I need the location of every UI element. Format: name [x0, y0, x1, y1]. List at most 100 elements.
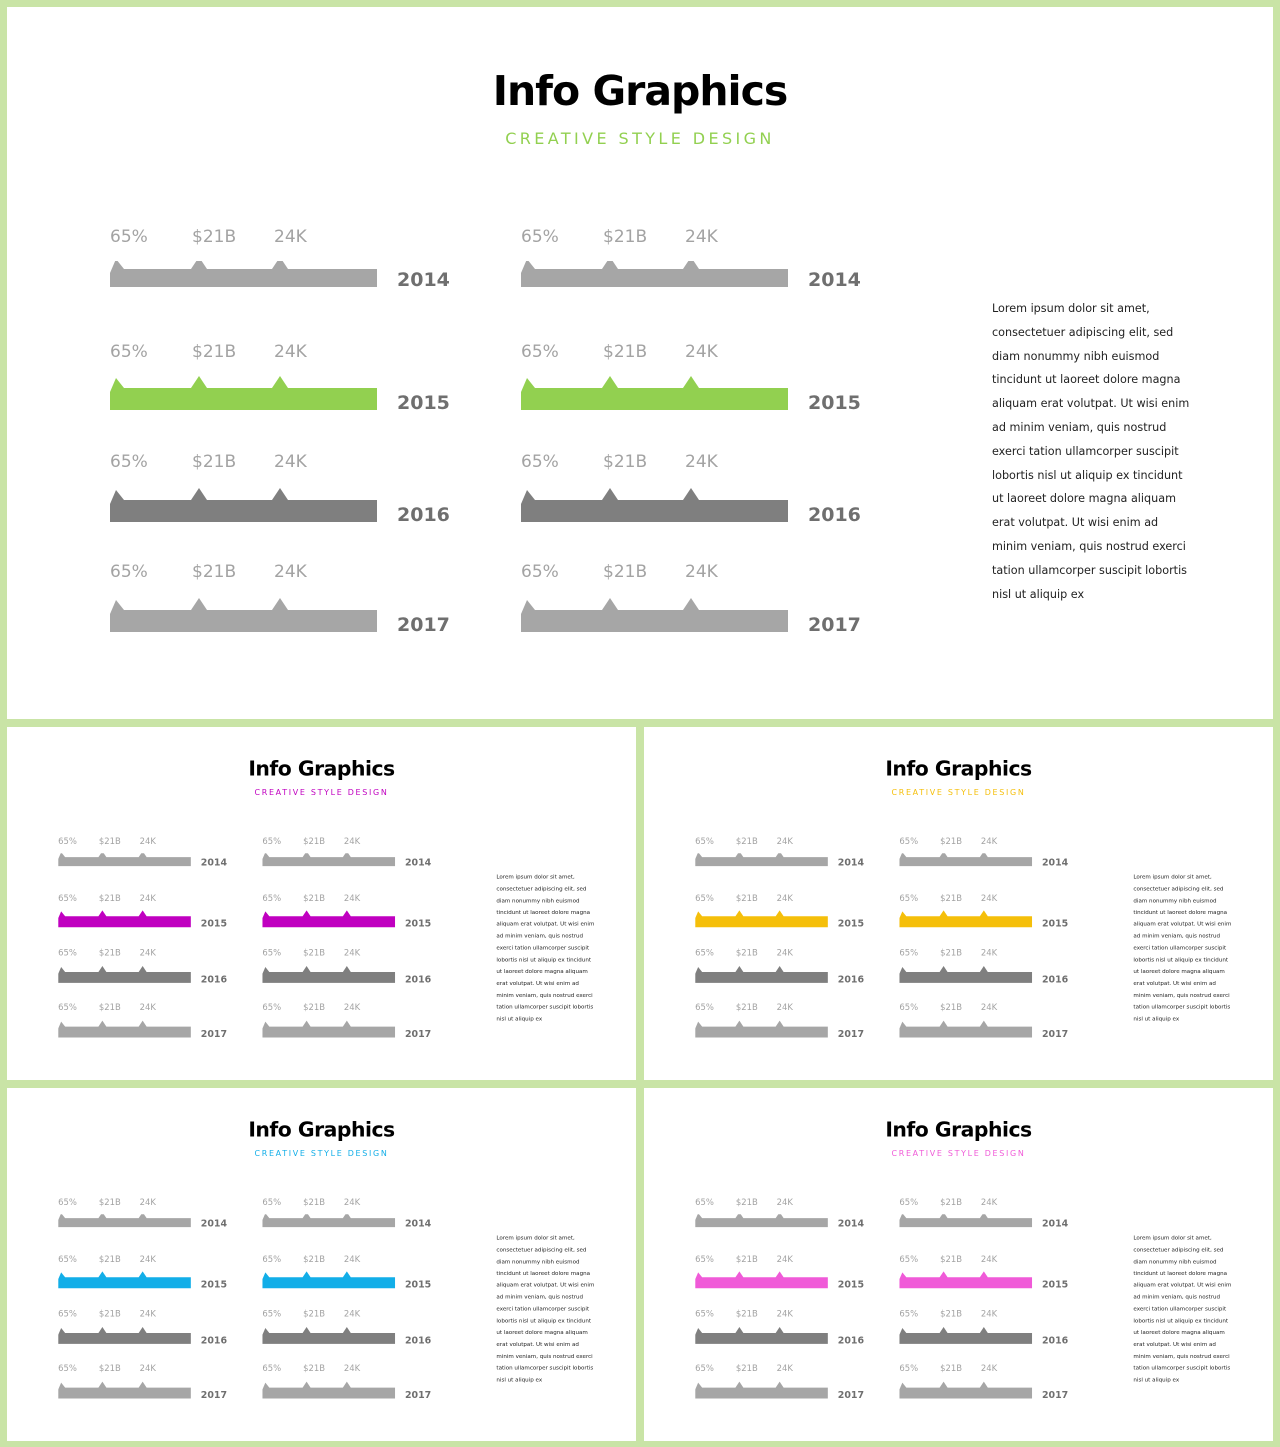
timeline-bar: [58, 1271, 191, 1289]
body-text-line: tation ullamcorper suscipit lobortis: [992, 563, 1188, 577]
year-label: 2014: [808, 269, 861, 291]
body-text-line: aliquam erat volutpat. Ut wisi enim: [1133, 1281, 1232, 1289]
timeline-bar: [899, 1381, 1033, 1399]
body-text-line: consectetuer adipiscing elit, sed: [1133, 1246, 1224, 1253]
timeline-bar: [521, 261, 788, 287]
stat-label: $21B: [940, 836, 963, 847]
stat-label: 65%: [110, 562, 148, 582]
timeline-bar: [58, 965, 191, 983]
slide-subtitle: CREATIVE STYLE DESIGN: [891, 1148, 1026, 1159]
slide-3: Info Graphics CREATIVE STYLE DESIGN 65% $21…: [644, 727, 1273, 1080]
body-text-line: ad minim veniam, quis nostrud: [496, 932, 584, 940]
stat-label: 24K: [274, 227, 307, 247]
body-text-line: diam nonummy nibh euismod: [1133, 1258, 1217, 1265]
year-row-2015: 65% $21B 24K 2015: [899, 893, 1073, 933]
year-label: 2016: [1041, 973, 1069, 985]
stat-label: 24K: [343, 1254, 361, 1265]
body-text-line: tincidunt ut laoreet dolore magna: [1133, 909, 1228, 916]
stat-label: $21B: [98, 893, 121, 904]
timeline-bar: [262, 853, 396, 867]
timeline-bar: [110, 261, 377, 287]
body-text-line: Lorem ipsum dolor sit amet,: [1133, 873, 1212, 881]
stat-label: 65%: [58, 836, 77, 847]
stat-label: $21B: [303, 948, 326, 959]
stat-label: 24K: [685, 227, 718, 247]
stat-label: 24K: [685, 342, 718, 362]
stat-label: $21B: [98, 836, 121, 847]
body-text-line: ut laoreet dolore magna aliquam: [1133, 968, 1225, 975]
body-text: Lorem ipsum dolor sit amet, consectetuer …: [992, 297, 1192, 606]
body-text-line: ut laoreet dolore magna aliquam: [496, 1329, 588, 1336]
stat-label: $21B: [98, 1254, 121, 1265]
body-text-line: ut laoreet dolore magna aliquam: [992, 492, 1176, 506]
stat-label: $21B: [735, 948, 758, 959]
year-row-2015: 65% $21B 24K 2015: [521, 342, 871, 422]
stat-label: 65%: [695, 1363, 714, 1374]
body-text: Lorem ipsum dolor sit amet, consectetuer …: [1133, 871, 1232, 1025]
stat-label: $21B: [940, 1002, 963, 1013]
year-row-2017: 65% $21B 24K 2017: [58, 1003, 232, 1043]
timeline-bar: [695, 910, 828, 928]
stat-label: 65%: [899, 1254, 919, 1265]
timeline-bar: [58, 910, 191, 928]
stat-label: $21B: [735, 1309, 758, 1320]
timeline-bar: [58, 1020, 191, 1038]
body-text-line: tation ullamcorper suscipit lobortis: [496, 1364, 594, 1372]
slide-title: Info Graphics: [885, 756, 1032, 781]
year-row-2017: 65% $21B 24K 2017: [262, 1003, 436, 1043]
stat-label: $21B: [735, 1363, 758, 1374]
stat-label: $21B: [98, 1002, 121, 1013]
body-text-line: erat volutpat. Ut wisi enim ad: [1133, 1340, 1216, 1348]
timeline-bar: [695, 1326, 828, 1344]
year-label: 2017: [808, 614, 861, 636]
timeline-bar: [58, 1381, 191, 1399]
stat-label: 65%: [899, 1309, 919, 1320]
timeline-bar: [899, 910, 1033, 928]
body-text-line: exerci tation ullamcorper suscipit: [1133, 944, 1227, 951]
body-text-line: lobortis nisl ut aliquip ex tincidunt: [992, 468, 1183, 482]
year-row-2017: 65% $21B 24K 2017: [262, 1364, 436, 1404]
body-text-line: lobortis nisl ut aliquip ex tincidunt: [496, 1317, 592, 1324]
stat-label: 24K: [343, 1002, 361, 1013]
year-label: 2016: [404, 973, 432, 985]
timeline-bar: [262, 1326, 396, 1344]
stat-label: 65%: [110, 342, 148, 362]
year-row-2014: 65% $21B 24K 2014: [58, 1197, 232, 1237]
body-text-line: lobortis nisl ut aliquip ex tincidunt: [496, 956, 592, 963]
year-label: 2014: [200, 1218, 228, 1230]
stat-label: 65%: [262, 948, 282, 959]
slide-2: Info Graphics CREATIVE STYLE DESIGN 65% $21…: [7, 727, 636, 1080]
body-text-line: tincidunt ut laoreet dolore magna: [1133, 1270, 1228, 1277]
timeline-bar: [262, 910, 396, 928]
body-text-line: Lorem ipsum dolor sit amet,: [992, 302, 1150, 315]
stat-label: 65%: [58, 1363, 77, 1374]
year-row-2017: 65% $21B 24K 2017: [110, 562, 460, 642]
timeline-bar: [262, 965, 396, 983]
stat-label: 24K: [685, 452, 718, 472]
timeline-bar: [899, 1020, 1033, 1038]
slide-subtitle: CREATIVE STYLE DESIGN: [505, 129, 775, 148]
year-label: 2016: [837, 973, 865, 985]
year-label: 2014: [837, 1218, 865, 1230]
year-row-2016: 65% $21B 24K 2016: [521, 452, 871, 532]
body-text-line: ad minim veniam, quis nostrud: [1133, 932, 1221, 940]
stat-label: $21B: [735, 1197, 758, 1208]
stat-label: 65%: [695, 836, 714, 847]
timeline-bar: [695, 853, 828, 867]
body-text-line: exerci tation ullamcorper suscipit: [992, 444, 1179, 458]
stat-label: 24K: [274, 562, 307, 582]
year-label: 2017: [404, 1389, 432, 1401]
slide-1: Info Graphics CREATIVE STYLE DESIGN 65% $21…: [7, 7, 1273, 719]
year-label: 2014: [837, 857, 865, 869]
stat-label: 65%: [262, 1309, 282, 1320]
year-row-2017: 65% $21B 24K 2017: [899, 1364, 1073, 1404]
year-label: 2015: [404, 1279, 432, 1291]
stat-label: 24K: [139, 1197, 156, 1208]
stat-label: 65%: [521, 452, 559, 472]
body-text-line: minim veniam, quis nostrud exerci: [992, 539, 1186, 553]
stat-label: 65%: [110, 227, 148, 247]
body-text-line: erat volutpat. Ut wisi enim ad: [992, 516, 1159, 530]
stat-label: 24K: [980, 1197, 998, 1208]
year-row-2017: 65% $21B 24K 2017: [899, 1003, 1073, 1043]
stat-label: 65%: [899, 836, 919, 847]
